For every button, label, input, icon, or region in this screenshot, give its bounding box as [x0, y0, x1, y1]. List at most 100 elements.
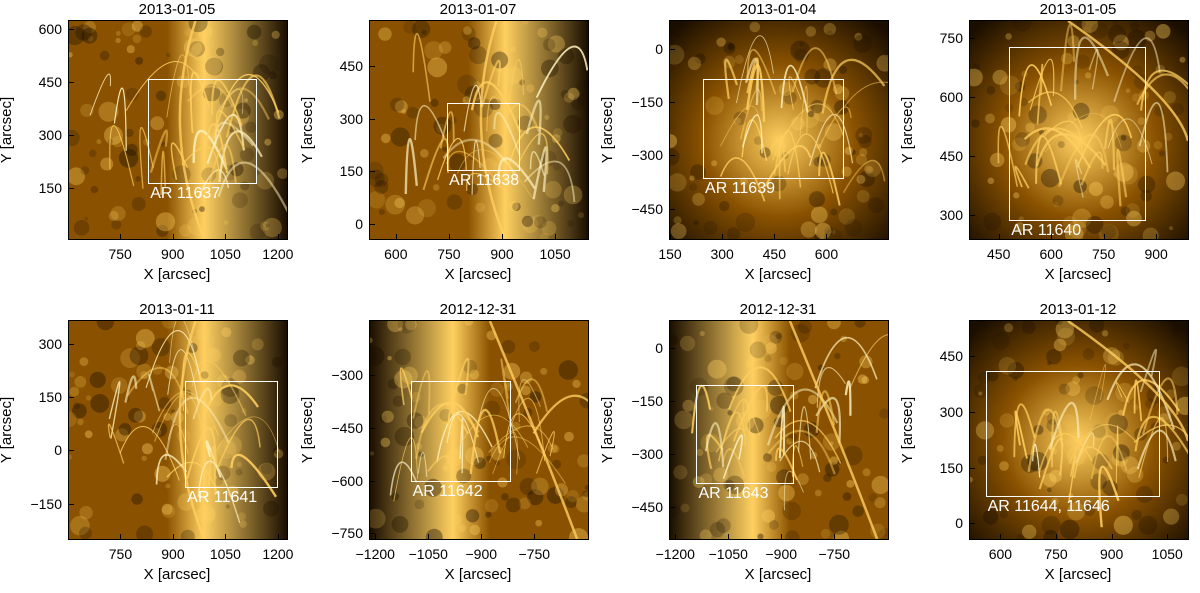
coronal-loop [181, 146, 221, 181]
texture-blob [89, 371, 106, 388]
texture-blob [464, 321, 474, 326]
texture-blob [693, 220, 699, 226]
texture-blob [70, 515, 90, 536]
texture-blob [983, 509, 999, 525]
coronal-loop [1076, 113, 1133, 168]
coronal-loop [446, 150, 507, 194]
panel-6: 2012-12-31 AR 11642 −1200 −1050 −900 −750 −300… [0, 300, 589, 593]
euv-solar-image: AR 11638 [369, 20, 589, 240]
texture-blob [551, 459, 562, 469]
coronal-loop [412, 370, 431, 419]
coronal-loop [108, 381, 121, 439]
coronal-loop [783, 470, 804, 511]
coronal-loop [842, 159, 886, 194]
x-axis-label: X [arcsec] [744, 266, 812, 283]
texture-blob [69, 52, 73, 58]
y-tick-label: 0 [54, 442, 62, 459]
coronal-loop [422, 138, 450, 191]
texture-blob [833, 530, 849, 539]
x-tick-mark [395, 234, 397, 239]
coronal-loop [1050, 410, 1064, 468]
y-tick-mark [670, 347, 675, 349]
texture-blob [1081, 21, 1099, 33]
panel-date-title: 2013-01-11 [139, 301, 215, 318]
texture-blob [405, 206, 425, 225]
texture-blob [1015, 132, 1030, 147]
y-tick-label: 450 [38, 74, 62, 91]
y-tick-label: −750 [331, 525, 363, 542]
texture-blob [551, 204, 560, 213]
texture-blob [394, 100, 408, 113]
texture-blob [140, 371, 148, 379]
coronal-loop [1141, 377, 1179, 435]
texture-blob [1129, 21, 1140, 32]
texture-blob [696, 448, 704, 457]
texture-blob [1169, 226, 1174, 231]
texture-blob [1120, 135, 1127, 141]
texture-blob [1171, 321, 1181, 331]
texture-blob [572, 379, 581, 388]
coronal-loop [192, 387, 213, 420]
texture-blob [216, 47, 225, 57]
y-tick-mark [970, 467, 975, 469]
texture-blob [442, 147, 447, 152]
coronal-loop [1088, 48, 1099, 90]
texture-blob [1067, 35, 1080, 48]
texture-blob [823, 473, 832, 483]
y-tick-label: 300 [38, 127, 62, 144]
y-tick-mark [370, 480, 375, 482]
texture-blob [1047, 487, 1052, 493]
texture-blob [1089, 321, 1105, 333]
texture-blob [1137, 117, 1146, 125]
texture-blob [424, 41, 443, 60]
texture-blob [521, 215, 534, 227]
texture-blob [808, 394, 818, 405]
coronal-loop [1038, 438, 1064, 490]
texture-blob [90, 394, 110, 413]
texture-blob [798, 321, 812, 334]
texture-blob [260, 221, 270, 231]
texture-blob [420, 149, 429, 158]
x-tick-mark [277, 534, 279, 539]
texture-blob [197, 204, 202, 209]
texture-blob [239, 520, 247, 528]
texture-blob [871, 475, 888, 495]
texture-blob [457, 74, 477, 95]
y-tick-label: −450 [631, 499, 663, 516]
texture-blob [778, 484, 795, 502]
texture-blob [876, 54, 888, 72]
texture-blob [203, 56, 222, 76]
coronal-loop [818, 151, 841, 206]
texture-blob [824, 462, 840, 477]
y-tick-mark [670, 453, 675, 455]
texture-blob [265, 223, 271, 228]
panel-date-title: 2013-01-04 [739, 1, 817, 18]
coronal-loop [186, 427, 217, 480]
texture-blob [190, 42, 210, 61]
coronal-loop [532, 146, 548, 200]
texture-blob [79, 357, 89, 366]
texture-blob [189, 41, 205, 57]
texture-blob [96, 139, 102, 145]
x-tick-mark [277, 234, 279, 239]
x-tick-mark [998, 234, 1000, 239]
texture-blob [749, 341, 767, 359]
active-region-box [410, 380, 512, 483]
texture-blob [161, 504, 176, 518]
texture-blob [245, 355, 255, 365]
coronal-loop [125, 61, 204, 111]
texture-blob [775, 333, 782, 340]
texture-blob [529, 341, 540, 352]
texture-blob [830, 208, 838, 216]
coronal-loop [1074, 159, 1084, 198]
texture-blob [703, 220, 718, 235]
coronal-loop [745, 64, 766, 122]
texture-blob [690, 164, 706, 180]
texture-blob [711, 160, 718, 167]
texture-blob [1126, 210, 1142, 227]
texture-blob [1163, 508, 1180, 525]
texture-blob [1113, 34, 1129, 51]
y-axis-label: Y [arcsec] [599, 396, 616, 464]
texture-blob [237, 512, 246, 521]
texture-blob [497, 477, 508, 488]
